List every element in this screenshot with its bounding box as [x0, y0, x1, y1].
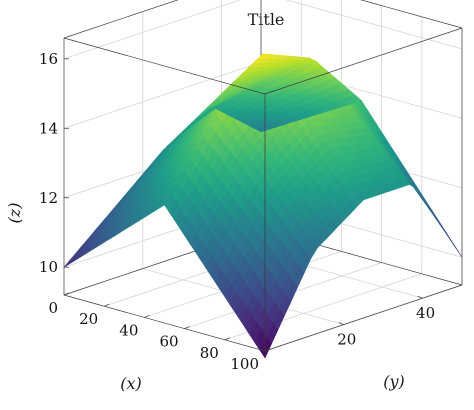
x-tick-label: 40	[119, 321, 138, 339]
x-tick-label: 60	[160, 333, 179, 351]
surface-patch	[253, 126, 267, 133]
y-tick-mark	[338, 322, 344, 325]
x-tick-label: 20	[79, 310, 98, 328]
box-back-edge	[63, 0, 179, 39]
z-tick-label: 10	[39, 258, 58, 276]
y-axis-label: (y)	[383, 372, 405, 391]
box-front-edge	[63, 37, 266, 95]
wall-gridline-z	[285, 0, 463, 50]
wall-gridline-z	[63, 61, 262, 129]
x-tick-mark	[224, 337, 230, 341]
z-tick-label: 12	[39, 189, 58, 207]
x-tick-mark	[264, 348, 271, 352]
wall-gridline-z	[63, 0, 241, 60]
y-tick-label: 20	[337, 331, 356, 349]
tick-layer: 0 20 40 60 80 100 20 40 10 12 14 16	[39, 50, 435, 373]
x-tick-mark	[104, 303, 110, 307]
y-tick-mark	[417, 295, 423, 299]
x-tick-label: 80	[200, 344, 219, 362]
chart-title: Title	[248, 10, 285, 29]
x-tick-mark	[184, 326, 190, 329]
x-axis-label: (x)	[120, 374, 142, 393]
x-tick-mark	[144, 315, 150, 318]
box-back-edge	[360, 0, 463, 29]
box-front-edge	[264, 27, 463, 95]
box-front-edge	[264, 284, 463, 352]
z-axis-label: (z)	[5, 203, 24, 224]
y-tick-label: 40	[416, 304, 435, 322]
x-tick-label: 100	[230, 355, 259, 373]
z-tick-label: 16	[39, 50, 58, 68]
z-tick-label: 14	[39, 119, 58, 137]
x-tick-label: 0	[48, 299, 58, 317]
front-box-layer	[63, 27, 463, 352]
x-tick-mark	[63, 292, 70, 296]
surface-layer	[63, 53, 463, 359]
box-front-edge	[63, 294, 266, 352]
